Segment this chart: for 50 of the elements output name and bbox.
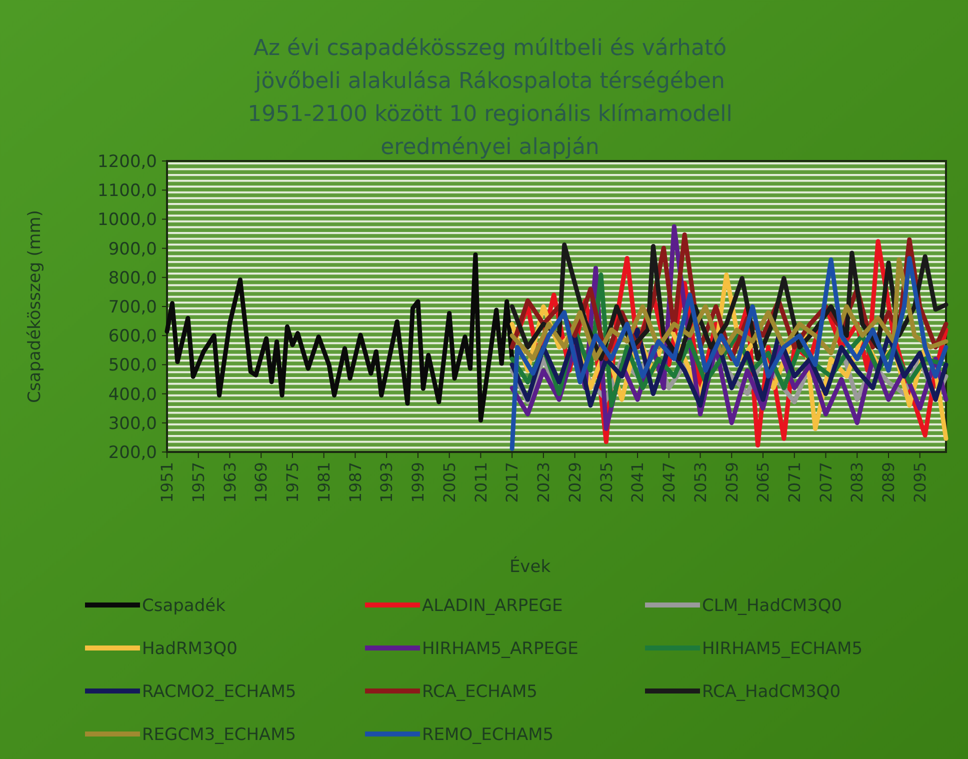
legend-label: REGCM3_ECHAM5 (142, 724, 296, 745)
line-series (164, 252, 514, 423)
x-tick-label: 1963 (220, 462, 240, 503)
legend-label: HIRHAM5_ARPEGE (422, 638, 578, 659)
x-tick-label: 2017 (502, 462, 522, 503)
x-tick-label: 1951 (158, 462, 177, 503)
legend-label: RCA_HadCM3Q0 (702, 682, 841, 702)
x-tick-label: 1987 (346, 462, 365, 503)
legend-label: HIRHAM5_ECHAM5 (702, 638, 863, 659)
legend-label: REMO_ECHAM5 (422, 724, 554, 745)
y-tick-label: 500,0 (108, 356, 157, 376)
y-tick-label: 1200,0 (98, 152, 157, 172)
legend-label: RACMO2_ECHAM5 (142, 682, 296, 702)
y-tick-label: 700,0 (108, 297, 157, 318)
x-tick-label: 2071 (784, 462, 804, 503)
y-tick-label: 400,0 (108, 384, 157, 405)
y-tick-label: 200,0 (108, 442, 157, 463)
legend-label: CLM_HadCM3Q0 (702, 596, 842, 616)
x-tick-label: 2011 (471, 462, 490, 503)
x-tick-label: 2005 (440, 462, 459, 503)
y-tick-label: 600,0 (108, 326, 157, 347)
x-tick-label: 1969 (252, 462, 271, 503)
legend-label: Csapadék (142, 596, 226, 616)
x-tick-label: 2053 (690, 462, 710, 503)
x-tick-label: 2035 (596, 462, 616, 503)
x-tick-label: 2041 (628, 462, 648, 503)
x-axis-title: Évek (509, 556, 551, 577)
y-tick-label: 900,0 (108, 239, 157, 260)
legend-label: RCA_ECHAM5 (422, 682, 538, 702)
y-tick-label: 1000,0 (98, 210, 157, 230)
x-tick-label: 1999 (408, 462, 428, 503)
y-axis-title: Csapadékösszeg (mm) (25, 210, 45, 403)
x-tick-label: 2059 (722, 462, 742, 503)
y-tick-label: 300,0 (108, 414, 157, 434)
x-tick-label: 2047 (660, 462, 679, 503)
x-tick-label: 2065 (754, 462, 773, 503)
x-tick-label: 2077 (816, 462, 836, 503)
x-tick-label: 2083 (848, 462, 867, 503)
legend-label: HadRM3Q0 (142, 638, 238, 659)
x-tick-label: 1975 (283, 462, 302, 503)
legend-label: ALADIN_ARPEGE (422, 596, 563, 616)
x-tick-label: 2023 (534, 462, 554, 503)
y-tick-label: 800,0 (108, 268, 157, 288)
y-tick-label: 1100,0 (98, 181, 157, 202)
x-tick-label: 1957 (188, 462, 208, 503)
x-tick-label: 1993 (377, 462, 396, 503)
x-tick-label: 2089 (879, 462, 898, 503)
x-tick-label: 2095 (910, 462, 930, 503)
x-tick-label: 2029 (565, 462, 584, 503)
x-tick-label: 1981 (314, 462, 334, 503)
